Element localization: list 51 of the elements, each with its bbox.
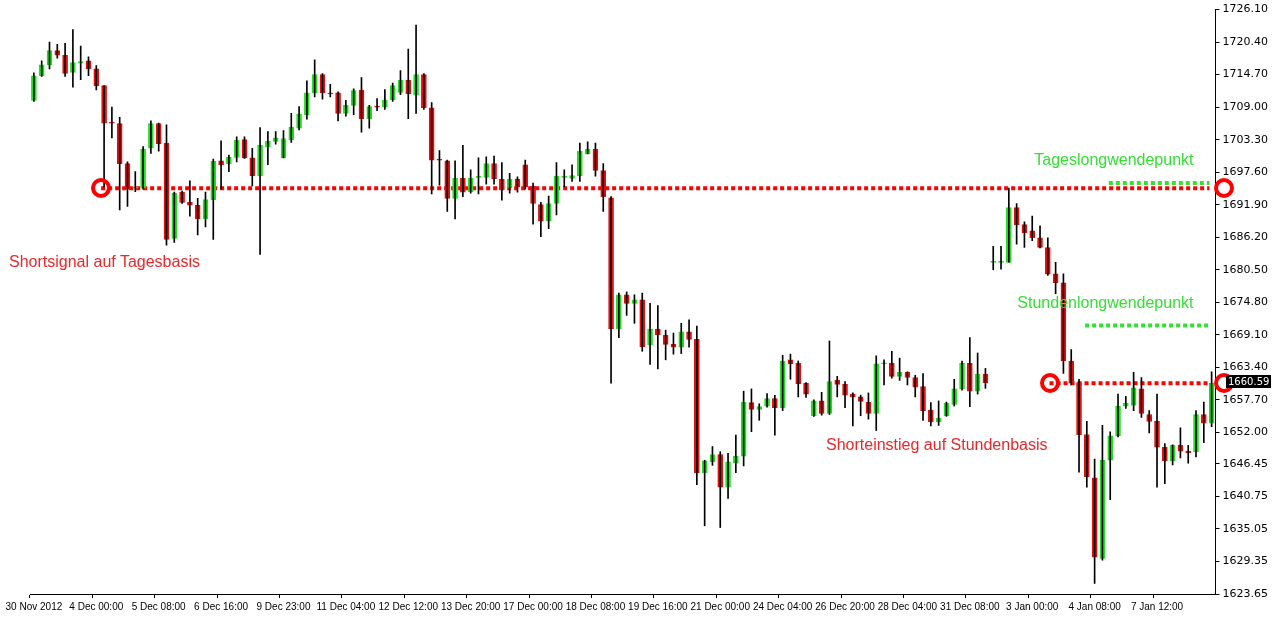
y-tick-label: 1709.00 <box>1222 100 1269 113</box>
y-tick-label: 1726.10 <box>1222 2 1269 16</box>
y-tick-label: 1680.50 <box>1222 262 1269 276</box>
y-tick-label: 1674.80 <box>1222 295 1269 309</box>
text: 1660.59 <box>1226 375 1272 388</box>
y-tick-label: 1657.70 <box>1222 392 1269 406</box>
x-tick-label: 12 Dec 12:00 <box>378 600 439 612</box>
x-tick-label: 28 Dec 04:00 <box>877 600 938 612</box>
candlestick <box>109 106 115 139</box>
y-tick-label: 1640.75 <box>1222 489 1269 503</box>
candlestick <box>327 84 334 98</box>
x-tick-label: 30 Nov 2012 <box>5 600 63 612</box>
x-tick-label: 24 Dec 04:00 <box>752 600 813 612</box>
candlestick <box>561 169 568 188</box>
y-tick-label: 1635.05 <box>1222 521 1269 535</box>
candlestick <box>881 359 887 386</box>
ref-line-label: Tageslongwendepunkt <box>1034 151 1195 169</box>
x-tick-label: 11 Dec 04:00 <box>316 600 376 612</box>
x-tick-label: 9 Dec 23:00 <box>256 600 311 612</box>
candlestick <box>77 45 84 81</box>
x-tick-label: 13 Dec 20:00 <box>440 600 501 612</box>
x-tick-label: 17 Dec 00:00 <box>503 600 564 612</box>
y-tick-label: 1652.00 <box>1222 425 1269 439</box>
x-tick-label: 4 Dec 00:00 <box>69 600 124 612</box>
candlestick <box>132 171 139 192</box>
x-tick-label: 6 Dec 16:00 <box>194 600 249 612</box>
y-tick-label: 1720.40 <box>1222 34 1269 48</box>
y-tick-label: 1623.65 <box>1222 586 1269 600</box>
annotation: Shorteinstieg auf Stundenbasis <box>826 436 1048 454</box>
candlestick <box>374 98 380 111</box>
x-tick-label: 7 Jan 12:00 <box>1130 600 1184 612</box>
y-tick-label: 1686.20 <box>1222 230 1269 244</box>
x-tick-label: 31 Dec 08:00 <box>940 600 1001 612</box>
x-tick-label: 21 Dec 00:00 <box>690 600 751 612</box>
annotation: Shortsignal auf Tagesbasis <box>9 253 200 271</box>
y-tick-label: 1663.40 <box>1222 360 1269 374</box>
x-tick-label: 26 Dec 20:00 <box>815 600 876 612</box>
y-tick-label: 1691.90 <box>1222 197 1269 211</box>
y-tick-label: 1697.60 <box>1222 165 1269 179</box>
x-tick-label: 4 Jan 08:00 <box>1068 600 1122 612</box>
candlestick <box>990 246 997 271</box>
y-tick-label: 1714.70 <box>1222 67 1269 81</box>
y-tick-label: 1669.10 <box>1222 327 1269 341</box>
x-tick-label: 5 Dec 08:00 <box>131 600 187 612</box>
y-tick-label: 1703.30 <box>1222 132 1269 146</box>
y-tick-label: 1646.45 <box>1222 456 1269 470</box>
x-tick-label: 19 Dec 16:00 <box>628 600 689 612</box>
candlestick <box>998 246 1004 270</box>
x-tick-label: 3 Jan 00:00 <box>1006 600 1059 612</box>
y-tick-label: 1629.35 <box>1222 554 1269 568</box>
x-tick-label: 18 Dec 08:00 <box>565 600 626 612</box>
